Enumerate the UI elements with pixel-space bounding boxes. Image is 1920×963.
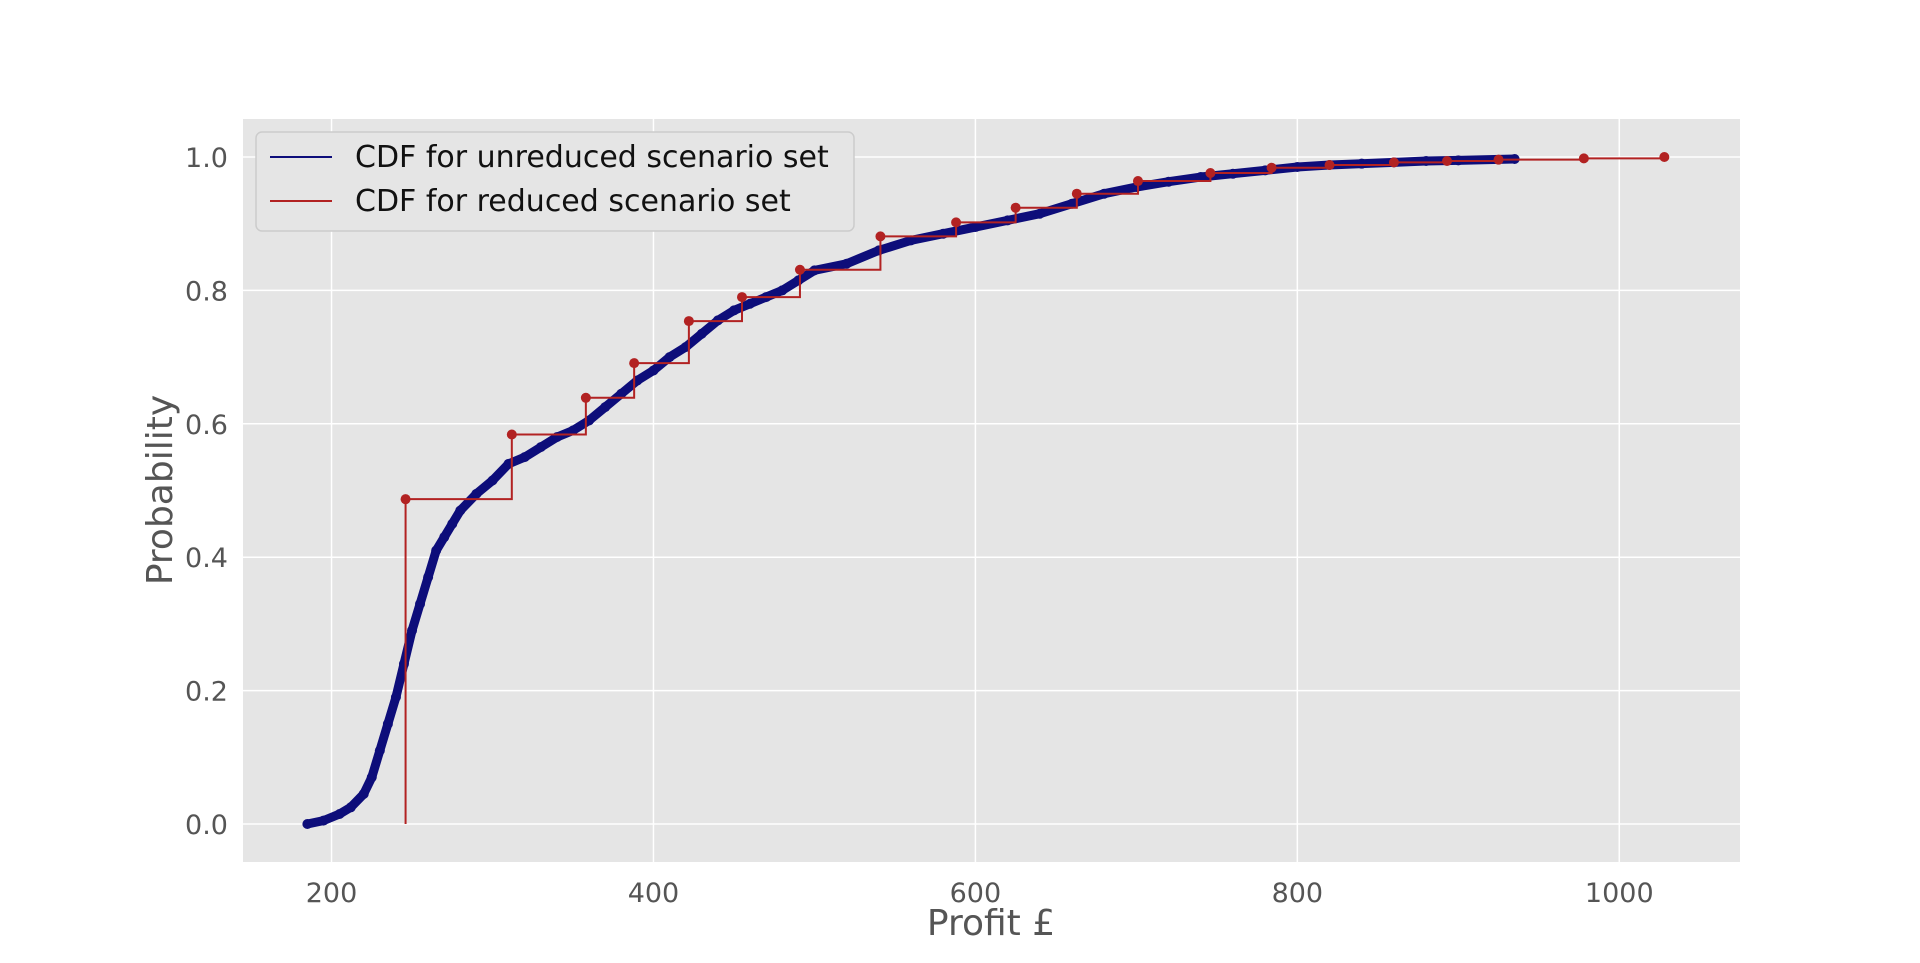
point-unreduced: [334, 808, 345, 819]
point-unreduced: [415, 598, 426, 609]
point-reduced: [580, 392, 591, 403]
point-unreduced: [439, 532, 450, 543]
point-unreduced: [648, 365, 659, 376]
point-reduced: [1010, 202, 1021, 213]
point-unreduced: [970, 222, 981, 233]
point-unreduced: [906, 235, 917, 246]
point-unreduced: [447, 518, 458, 529]
y-tick-label: 0.6: [185, 410, 228, 441]
point-unreduced: [535, 442, 546, 453]
y-tick-label: 0.0: [185, 810, 228, 841]
plot-area: [243, 119, 1740, 862]
point-unreduced: [1034, 208, 1045, 219]
point-unreduced: [455, 505, 466, 516]
point-reduced: [400, 494, 411, 505]
point-unreduced: [431, 545, 442, 556]
legend-label-reduced: CDF for reduced scenario set: [355, 184, 791, 219]
point-unreduced: [793, 275, 804, 286]
point-unreduced: [519, 452, 530, 463]
point-reduced: [506, 429, 517, 440]
point-reduced: [1442, 156, 1453, 167]
y-tick-label: 0.2: [185, 677, 228, 708]
y-tick-label: 0.4: [185, 543, 228, 574]
point-reduced: [1266, 162, 1277, 173]
point-reduced: [629, 358, 640, 369]
point-unreduced: [567, 425, 578, 436]
point-reduced: [1132, 176, 1143, 187]
point-unreduced: [407, 625, 418, 636]
point-unreduced: [471, 488, 482, 499]
point-unreduced: [1002, 215, 1013, 226]
point-unreduced: [664, 352, 675, 363]
x-tick-labels: 200 400 600 800 1000: [306, 878, 1654, 909]
point-reduced: [1388, 157, 1399, 168]
point-unreduced: [358, 788, 369, 799]
point-reduced: [1659, 152, 1670, 163]
y-axis-label: Probability: [140, 395, 181, 585]
point-unreduced: [366, 772, 377, 783]
y-tick-label: 0.8: [185, 276, 228, 307]
point-reduced: [951, 217, 962, 228]
point-unreduced: [345, 802, 356, 813]
point-reduced: [1205, 168, 1216, 179]
x-tick-label: 1000: [1585, 878, 1654, 909]
point-unreduced: [390, 692, 401, 703]
point-unreduced: [382, 718, 393, 729]
point-unreduced: [398, 658, 409, 669]
point-reduced: [1578, 153, 1589, 164]
point-unreduced: [745, 298, 756, 309]
point-reduced: [683, 316, 694, 327]
x-tick-label: 400: [628, 878, 680, 909]
point-reduced: [1493, 154, 1504, 165]
y-tick-label: 1.0: [185, 143, 228, 174]
point-unreduced: [696, 328, 707, 339]
point-unreduced: [374, 745, 385, 756]
x-tick-label: 600: [950, 878, 1002, 909]
point-unreduced: [873, 245, 884, 256]
point-reduced: [794, 264, 805, 275]
point-unreduced: [777, 285, 788, 296]
point-unreduced: [318, 815, 329, 826]
x-axis-label: Profit £: [927, 903, 1055, 944]
point-unreduced: [1421, 156, 1432, 167]
point-unreduced: [423, 572, 434, 583]
point-reduced: [875, 231, 886, 242]
x-tick-label: 800: [1272, 878, 1324, 909]
point-reduced: [1071, 188, 1082, 199]
point-unreduced: [302, 818, 313, 829]
point-reduced: [737, 292, 747, 303]
legend: CDF for unreduced scenario set CDF for r…: [255, 131, 855, 232]
point-unreduced: [1066, 198, 1077, 209]
point-unreduced: [487, 475, 498, 486]
y-tick-labels: 0.0 0.2 0.4 0.6 0.8 1.0: [185, 143, 228, 841]
point-unreduced: [1356, 158, 1367, 169]
x-tick-label: 200: [306, 878, 358, 909]
legend-box: [255, 131, 855, 232]
point-unreduced: [600, 402, 611, 413]
point-unreduced: [616, 388, 627, 399]
point-unreduced: [728, 305, 739, 316]
point-unreduced: [1195, 172, 1206, 183]
series-layer: [302, 152, 1670, 829]
point-unreduced: [841, 258, 852, 269]
point-reduced: [1324, 160, 1335, 171]
legend-label-unreduced: CDF for unreduced scenario set: [355, 140, 829, 175]
